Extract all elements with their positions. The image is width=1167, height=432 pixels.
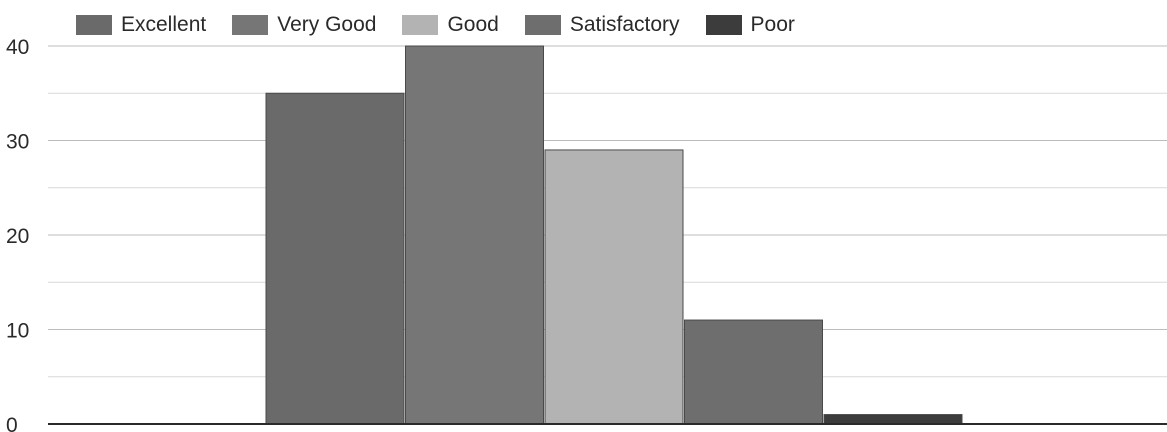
y-tick-label: 30 [6, 131, 29, 154]
y-axis-ticks: 0 10 20 30 40 [6, 36, 29, 432]
y-tick-label: 20 [6, 225, 29, 248]
legend-swatch-good [402, 15, 439, 35]
legend-label-very-good: Very Good [277, 13, 377, 36]
y-tick-label: 0 [6, 414, 18, 432]
y-tick-label: 10 [6, 320, 29, 343]
y-tick-label: 40 [6, 36, 29, 59]
legend-swatch-satisfactory [524, 15, 561, 35]
legend-swatch-excellent [76, 15, 112, 35]
legend-item-satisfactory: Satisfactory [524, 13, 680, 37]
legend-swatch-very-good [232, 15, 269, 35]
bar-satisfactory [684, 319, 823, 425]
legend-label-good: Good [447, 13, 499, 36]
legend-label-satisfactory: Satisfactory [569, 13, 680, 36]
legend-item-very-good: Very Good [232, 13, 376, 37]
legend-label-excellent: Excellent [121, 13, 207, 36]
legend-item-excellent: Excellent [76, 13, 206, 37]
legend-item-good: Good [402, 13, 499, 37]
legend-label-poor: Poor [750, 13, 795, 36]
bars [265, 45, 963, 425]
bar-very-good [405, 45, 544, 425]
legend-item-poor: Poor [705, 13, 795, 37]
legend-swatch-poor [705, 15, 742, 35]
bar-poor [823, 414, 963, 425]
bar-good [544, 149, 684, 425]
legend: Excellent Very Good Good Satisfactory Po… [76, 13, 821, 37]
bar-excellent [265, 92, 405, 425]
